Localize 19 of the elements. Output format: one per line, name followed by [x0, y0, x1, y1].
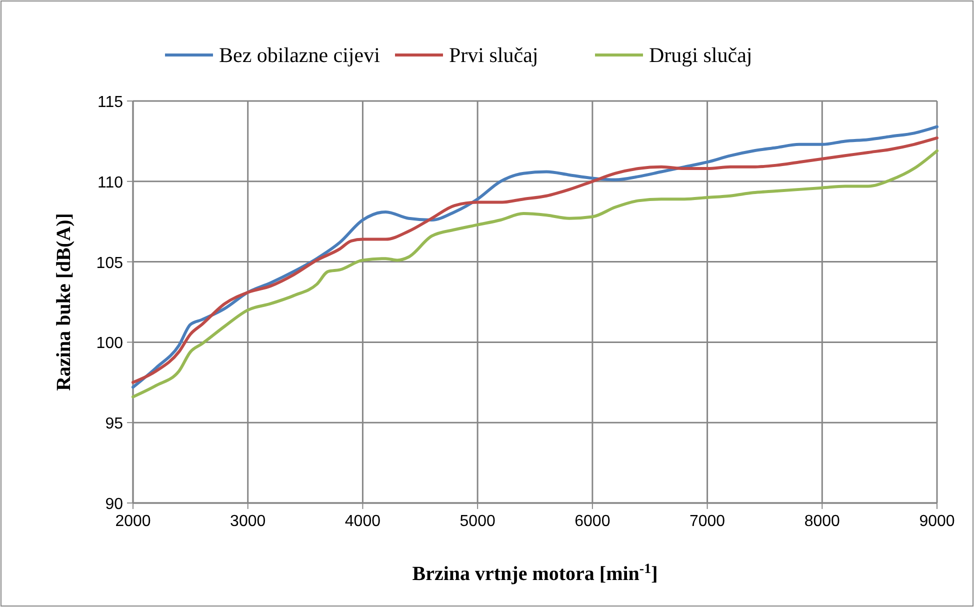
- x-tick-label: 7000: [689, 513, 726, 530]
- y-tick-label: 115: [97, 94, 124, 111]
- x-tick-label: 4000: [344, 513, 381, 530]
- y-tick-label: 95: [105, 416, 124, 433]
- legend-label: Drugi slučaj: [649, 43, 752, 67]
- legend-label: Bez obilazne cijevi: [219, 43, 380, 67]
- x-tick-label: 5000: [460, 513, 496, 530]
- x-tick-label: 6000: [574, 513, 610, 530]
- y-tick-label: 110: [97, 174, 124, 192]
- y-tick-label: 100: [96, 335, 124, 352]
- x-tick-label: 8000: [804, 513, 840, 530]
- legend-label: Prvi slučaj: [449, 43, 538, 67]
- x-tick-label: 3000: [230, 513, 266, 530]
- y-tick-label: 105: [96, 254, 124, 272]
- x-tick-label: 9000: [919, 513, 955, 530]
- y-tick-label: 90: [105, 496, 124, 513]
- x-axis-title: Brzina vrtnje motora [min$^{-1}$]: [412, 562, 658, 585]
- x-tick-label: 2000: [115, 513, 151, 530]
- y-axis-title: Razina buke [dB(A)]: [53, 213, 75, 391]
